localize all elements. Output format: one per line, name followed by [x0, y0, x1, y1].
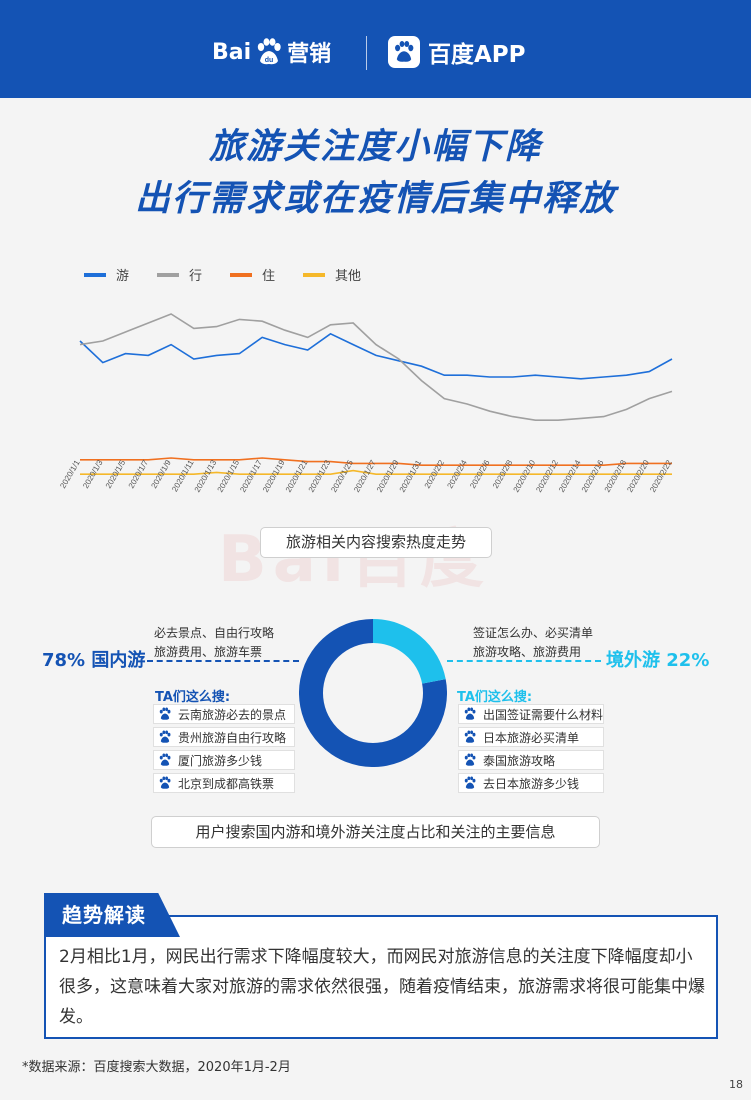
legend-label: 行	[189, 269, 203, 284]
data-source-footnote: *数据来源：百度搜索大数据，2020年1月-2月	[22, 1060, 291, 1075]
legend-label: 其他	[335, 269, 362, 284]
chart-legend: 游 行 住 其他	[84, 265, 389, 284]
brand-right-text: 百度APP	[428, 42, 526, 68]
x-tick-label: 2020/1/23	[307, 458, 333, 494]
query-text: 出国签证需要什么材料	[483, 707, 604, 722]
baidu-app-icon	[388, 36, 420, 68]
brand-left-text-b: 营销	[287, 42, 332, 67]
paw-du-text: du	[265, 57, 274, 64]
page-title-line1: 旅游关注度小幅下降	[208, 127, 542, 167]
legend-item-xing: 行	[157, 265, 202, 284]
x-tick-label: 2020/2/16	[580, 458, 606, 494]
insight-tag: 趋势解读	[44, 893, 180, 937]
x-tick-label: 2020/1/21	[284, 458, 310, 494]
baidu-paw-icon	[464, 776, 476, 789]
overseas-keywords-line1: 签证怎么办、必买清单	[473, 626, 594, 640]
baidu-paw-icon	[464, 753, 476, 766]
query-item: 泰国旅游攻略	[458, 750, 604, 770]
baidu-app-logo: 百度APP	[388, 32, 526, 72]
overseas-percent-label: 境外游 22%	[606, 650, 710, 671]
x-tick-label: 2020/1/17	[238, 458, 264, 494]
domestic-keywords: 必去景点、自由行攻略 旅游费用、旅游车票	[154, 624, 274, 662]
query-item: 日本旅游必买清单	[458, 727, 604, 747]
legend-item-you: 游	[84, 265, 129, 284]
query-text: 贵州旅游自由行攻略	[178, 730, 287, 745]
baidu-marketing-logo: Bai du 营销	[212, 32, 331, 72]
legend-label: 住	[262, 269, 276, 284]
overseas-keywords-line2: 旅游攻略、旅游费用	[473, 645, 582, 659]
query-item: 云南旅游必去的景点	[153, 704, 295, 724]
baidu-paw-icon	[159, 776, 171, 789]
x-tick-label: 2020/2/12	[534, 458, 560, 494]
domestic-ta-title: TA们这么搜:	[155, 690, 231, 705]
baidu-paw-icon	[464, 707, 476, 720]
query-text: 泰国旅游攻略	[483, 753, 556, 768]
series-line-3	[80, 469, 672, 475]
query-item: 北京到成都高铁票	[153, 773, 295, 793]
query-item: 去日本旅游多少钱	[458, 773, 604, 793]
insight-text: 2月相比1月，网民出行需求下降幅度较大，而网民对旅游信息的关注度下降幅度却小很多…	[59, 947, 705, 1027]
x-tick-label: 2020/1/1	[58, 458, 82, 490]
page-number: 18	[729, 1078, 743, 1091]
x-tick-label: 2020/2/10	[512, 458, 538, 494]
series-line-2	[80, 457, 672, 466]
baidu-paw-icon	[464, 730, 476, 743]
legend-swatch	[230, 272, 253, 277]
legend-item-zhu: 住	[230, 265, 275, 284]
overseas-dashed-line	[447, 660, 601, 662]
x-tick-label: 2020/2/18	[603, 458, 629, 494]
legend-item-other: 其他	[303, 265, 361, 284]
trend-line-chart: 2020/1/1 2020/1/3 2020/1/5 2020/1/7 2020/1/9…	[58, 313, 674, 494]
series-line-0	[79, 332, 673, 380]
domestic-query-list: 云南旅游必去的景点 贵州旅游自由行攻略 厦门旅游多少钱 北京到成都高铁票	[153, 704, 295, 796]
overseas-keywords: 签证怎么办、必买清单 旅游攻略、旅游费用	[473, 624, 593, 662]
x-tick-label: 2020/1/15	[216, 458, 242, 494]
domestic-dashed-line	[147, 660, 299, 662]
legend-swatch	[84, 272, 106, 277]
x-tick-label: 2020/1/19	[261, 458, 287, 494]
query-text: 日本旅游必买清单	[483, 730, 580, 745]
domestic-percent-label: 78% 国内游	[42, 650, 146, 671]
query-item: 贵州旅游自由行攻略	[153, 727, 295, 747]
legend-label: 游	[116, 269, 130, 284]
page-title-line2: 出行需求或在疫情后集中释放	[134, 179, 616, 219]
legend-swatch	[303, 272, 326, 277]
baidu-paw-icon	[159, 753, 171, 766]
x-tick-label: 2020/1/11	[170, 458, 196, 493]
chart-caption: 旅游相关内容搜索热度走势	[260, 527, 492, 558]
x-tick-label: 2020/1/25	[329, 458, 355, 494]
share-caption: 用户搜索国内游和境外游关注度占比和关注的主要信息	[151, 816, 600, 848]
query-text: 北京到成都高铁票	[178, 776, 275, 791]
series-line-1	[79, 313, 673, 421]
query-text: 去日本旅游多少钱	[483, 776, 580, 791]
query-item: 厦门旅游多少钱	[153, 750, 295, 770]
baidu-paw-icon	[159, 707, 171, 720]
baidu-paw-icon	[159, 730, 171, 743]
baidu-app-paw-icon	[395, 40, 414, 62]
brand-left-text-a: Bai	[212, 39, 252, 65]
domestic-keywords-line2: 旅游费用、旅游车票	[154, 645, 263, 659]
share-donut-chart	[299, 619, 447, 767]
overseas-ta-title: TA们这么搜:	[457, 690, 533, 705]
header-bar: Bai du 营销 百度APP	[0, 0, 751, 98]
x-tick-label: 2020/2/14	[557, 458, 583, 494]
query-text: 厦门旅游多少钱	[178, 753, 263, 768]
query-text: 云南旅游必去的景点	[178, 707, 287, 722]
header-divider	[366, 36, 367, 70]
legend-swatch	[157, 272, 180, 277]
query-item: 出国签证需要什么材料	[458, 704, 604, 724]
domestic-keywords-line1: 必去景点、自由行攻略	[154, 626, 275, 640]
x-tick-label: 2020/1/13	[193, 458, 219, 494]
overseas-query-list: 出国签证需要什么材料 日本旅游必买清单 泰国旅游攻略 去日本旅游多少钱	[458, 704, 604, 796]
donut-segment-overseas	[299, 619, 447, 767]
baidu-paw-icon: du	[257, 38, 281, 65]
